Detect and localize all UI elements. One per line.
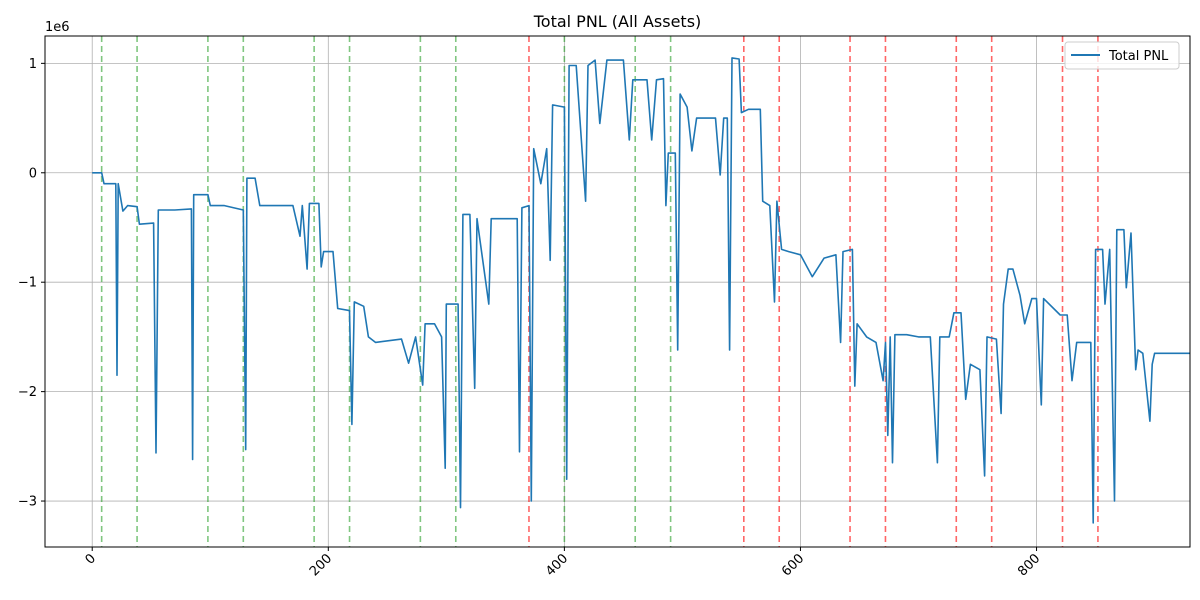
legend-label-total-pnl: Total PNL — [1108, 49, 1169, 64]
y-tick-label: −1 — [18, 276, 37, 291]
chart-title: Total PNL (All Assets) — [533, 12, 702, 31]
y-tick-label: 1 — [29, 57, 37, 72]
vertical-marker-lines — [100, 36, 1099, 547]
x-tick-label: 600 — [779, 551, 807, 579]
x-tick-label: 0 — [83, 551, 99, 567]
series-layer — [92, 57, 1190, 524]
y-axis-multiplier: 1e6 — [45, 20, 70, 35]
y-tick-label: −3 — [18, 495, 37, 510]
x-tick-label: 800 — [1015, 551, 1043, 579]
y-tick-label: −2 — [18, 385, 37, 400]
plot-frame — [44, 35, 1191, 548]
x-tick-label: 200 — [307, 551, 335, 579]
series-line-total-pnl — [92, 57, 1190, 524]
legend: Total PNL — [1064, 41, 1180, 70]
x-tick-label: 400 — [543, 551, 571, 579]
y-tick-label: 0 — [29, 166, 37, 181]
legend-box — [1064, 41, 1180, 70]
